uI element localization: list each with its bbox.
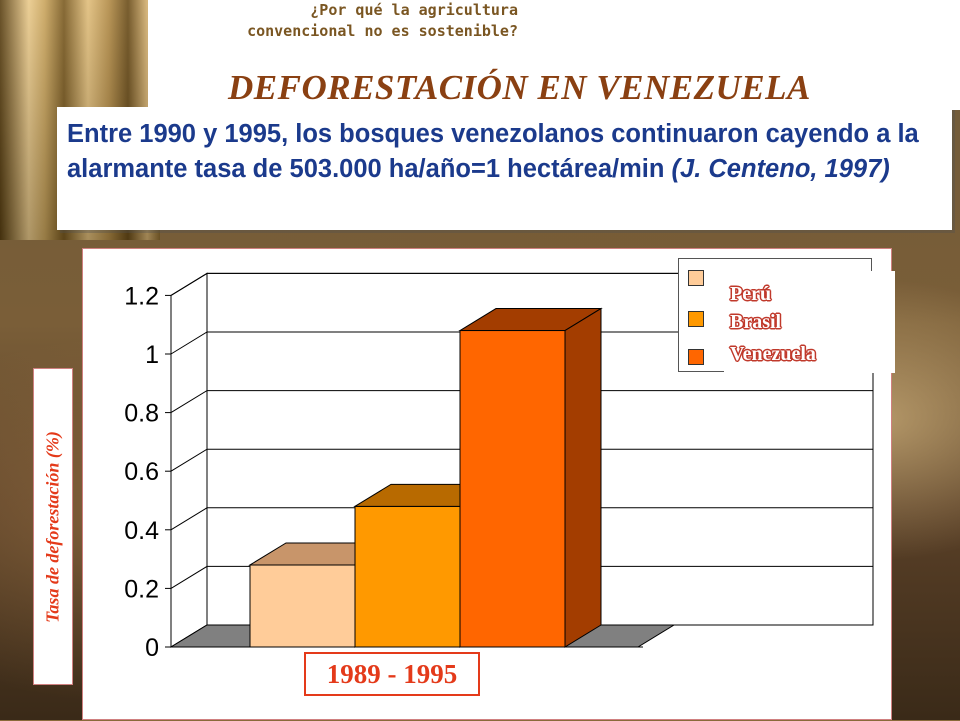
legend-label-venezuela: Venezuela xyxy=(730,343,816,365)
slide-title: DEFORESTACIÓN EN VENEZUELA xyxy=(228,68,811,107)
subtitle-line-2: convencional no es sostenible? xyxy=(247,22,518,40)
y-axis-label: Tasa de deforestación (%) xyxy=(42,430,63,623)
legend-label-overlay: Perú Brasil Venezuela xyxy=(724,271,895,373)
gridline xyxy=(170,390,873,414)
quote-text: Entre 1990 y 1995, los bosques venezolan… xyxy=(67,117,947,187)
gridline xyxy=(170,507,873,531)
y-tick-label: 0 xyxy=(145,634,159,662)
legend-swatch-peru xyxy=(688,270,704,286)
legend-label-brasil: Brasil xyxy=(730,311,782,333)
y-axis-label-box: Tasa de deforestación (%) xyxy=(33,368,73,685)
quote-box: Entre 1990 y 1995, los bosques venezolan… xyxy=(57,107,952,230)
quote-citation: (J. Centeno, 1997) xyxy=(671,155,890,183)
bar-venezuela xyxy=(458,307,603,648)
header-area xyxy=(148,0,960,110)
bar-peru-front xyxy=(249,564,356,648)
quote-body: Entre 1990 y 1995, los bosques venezolan… xyxy=(67,120,919,183)
y-tick-label: 0.2 xyxy=(124,575,159,603)
y-tick-label: 1.2 xyxy=(124,282,159,310)
category-label-box: 1989 - 1995 xyxy=(304,652,480,696)
slide-subtitle: ¿Por qué la agricultura convencional no … xyxy=(148,0,518,42)
bar-venezuela-side xyxy=(564,307,602,648)
y-tick-label: 1 xyxy=(145,341,159,369)
gridline xyxy=(170,272,873,296)
bar-venezuela-front xyxy=(459,330,566,648)
y-tick-label: 0.6 xyxy=(124,458,159,486)
legend-swatch-venezuela xyxy=(688,349,704,365)
bar-brasil-front xyxy=(354,505,461,648)
legend-label-peru: Perú xyxy=(730,283,772,305)
gridline xyxy=(170,565,873,589)
subtitle-line-1: ¿Por qué la agricultura xyxy=(310,1,518,19)
legend-swatch-brasil xyxy=(688,311,704,327)
y-tick-label: 0.4 xyxy=(124,517,159,545)
gridline xyxy=(170,448,873,472)
category-label: 1989 - 1995 xyxy=(326,659,458,689)
gridline xyxy=(170,331,873,355)
y-tick-label: 0.8 xyxy=(124,400,159,428)
